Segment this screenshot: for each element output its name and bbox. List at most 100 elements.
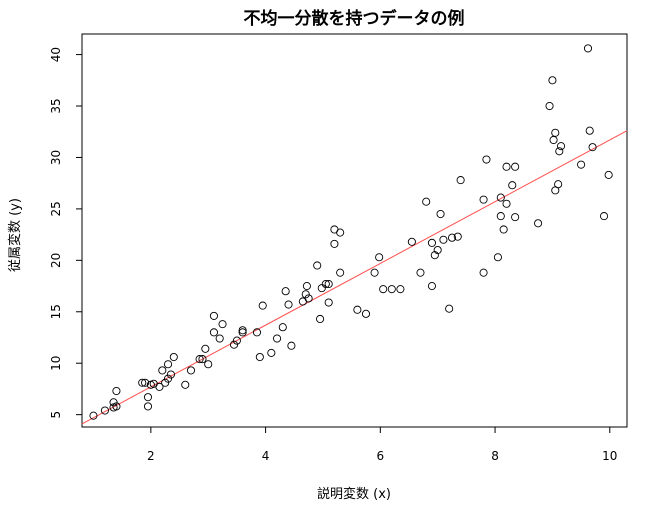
data-point (433, 245, 442, 255)
data-point (204, 360, 213, 369)
y-tick-label: 30 (49, 150, 63, 165)
data-point (336, 268, 345, 277)
data-point (324, 279, 333, 289)
data-point (551, 128, 560, 137)
data-point (479, 195, 488, 204)
data-point (112, 386, 121, 396)
data-point (396, 285, 405, 294)
data-point (304, 294, 313, 303)
y-axis: 5 10 15 20 25 30 35 40 (49, 47, 82, 418)
data-point (330, 239, 339, 248)
data-point (218, 320, 227, 329)
data-point (112, 402, 121, 411)
data-point (109, 398, 118, 407)
data-point (361, 309, 371, 318)
data-point (387, 285, 396, 294)
data-point (447, 233, 457, 242)
data-point (258, 301, 267, 310)
x-tick-label: 4 (262, 449, 270, 463)
data-point (436, 209, 445, 219)
data-point (138, 378, 147, 387)
data-point (195, 355, 204, 364)
data-point (545, 101, 554, 111)
data-point (604, 170, 613, 179)
x-tick-label: 2 (147, 449, 155, 463)
x-tick-label: 8 (491, 449, 499, 463)
data-point (186, 366, 196, 375)
data-point (588, 143, 597, 152)
data-point (511, 162, 520, 171)
x-tick-label: 10 (602, 449, 617, 463)
data-point (141, 378, 150, 387)
data-point (416, 268, 425, 277)
y-tick-label: 35 (49, 98, 63, 113)
data-point (198, 355, 207, 364)
data-point (301, 290, 310, 299)
data-point (585, 126, 594, 135)
data-point (158, 366, 167, 375)
data-point (317, 284, 326, 293)
data-point (284, 300, 293, 309)
data-point (422, 197, 431, 206)
data-point (554, 180, 563, 189)
data-point (164, 374, 173, 383)
x-axis-label: 説明変数 (x) (317, 486, 391, 502)
data-point (493, 253, 502, 262)
plot-frame (81, 33, 628, 428)
data-point (238, 328, 247, 337)
data-point (511, 213, 520, 222)
data-point (499, 225, 508, 234)
data-point (430, 251, 439, 260)
regression-layer (81, 130, 628, 425)
data-point (407, 237, 416, 246)
data-point (278, 323, 287, 332)
data-point (479, 268, 488, 277)
data-point (181, 380, 190, 389)
data-point (100, 406, 109, 415)
y-tick-label: 10 (49, 356, 63, 371)
data-point (161, 378, 170, 387)
data-point (555, 147, 564, 156)
data-point (456, 176, 465, 185)
data-point (232, 336, 241, 345)
points-layer (89, 44, 613, 420)
data-point (336, 228, 345, 237)
data-point (427, 282, 436, 291)
data-point (164, 360, 173, 369)
x-axis: 2 4 6 8 10 (147, 427, 617, 463)
data-point (209, 328, 218, 337)
data-point (548, 76, 557, 85)
data-point (143, 402, 153, 411)
data-point (252, 328, 262, 337)
data-point (316, 314, 325, 324)
data-point (324, 298, 333, 307)
y-axis-label: 従属変数 (y) (7, 198, 23, 272)
y-tick-label: 40 (49, 47, 63, 62)
data-point (215, 334, 224, 343)
data-point (502, 162, 511, 171)
chart-title: 不均一分散を持つデータの例 (244, 8, 465, 29)
data-point (321, 279, 330, 289)
data-point (600, 212, 609, 221)
x-tick-label: 6 (376, 449, 384, 463)
data-point (453, 232, 462, 241)
data-point (534, 219, 543, 228)
data-point (229, 340, 239, 349)
data-point (379, 285, 388, 294)
data-point (238, 326, 247, 335)
y-tick-label: 15 (49, 304, 63, 319)
y-tick-label: 20 (49, 253, 63, 268)
data-point (439, 235, 448, 244)
data-point (496, 212, 505, 221)
data-point (556, 142, 566, 151)
data-point (353, 305, 362, 314)
data-point (155, 382, 164, 391)
data-point (313, 261, 322, 270)
data-point (549, 135, 558, 145)
data-point (287, 341, 296, 350)
data-point (143, 393, 153, 402)
data-point (267, 348, 276, 357)
data-point (583, 44, 593, 53)
data-point (255, 352, 264, 362)
